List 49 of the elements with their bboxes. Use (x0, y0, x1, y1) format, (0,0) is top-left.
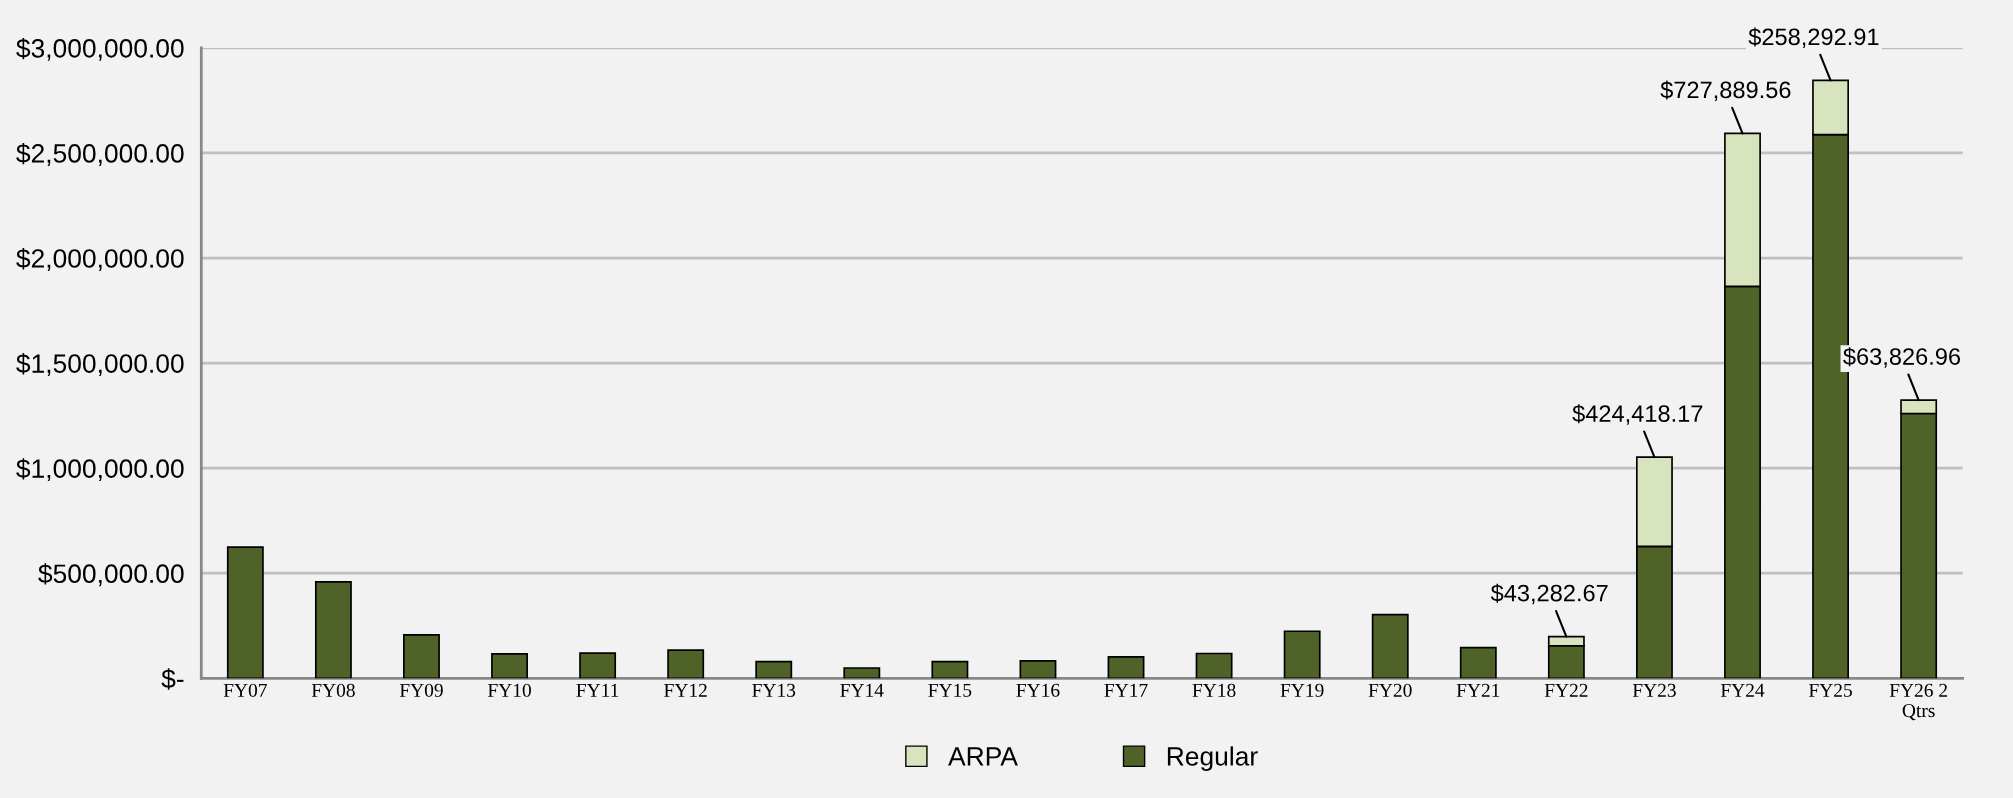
x-tick-label: FY09 (399, 683, 443, 697)
bar (755, 660, 793, 679)
data-label: $727,889.56 (1660, 80, 1791, 101)
data-label: $424,418.17 (1572, 404, 1703, 425)
data-label: $258,292.91 (1748, 27, 1879, 48)
bar (1019, 660, 1057, 679)
x-tick-label: FY18 (1192, 683, 1236, 697)
y-tick-label: $2,500,000.00 (16, 142, 184, 166)
bar (843, 667, 881, 679)
x-tick-label: FY12 (664, 683, 707, 697)
bar (491, 653, 528, 679)
bar (226, 546, 264, 679)
x-tick-label: FY23 (1632, 683, 1676, 697)
y-tick-label: $3,000,000.00 (16, 37, 184, 61)
bar (579, 652, 617, 679)
data-label: $63,826.96 (1843, 347, 1961, 368)
x-tick-label: FY16 (1016, 683, 1060, 697)
x-tick-label: FY15 (928, 683, 972, 697)
x-tick-label: FY17 (1104, 683, 1148, 697)
x-tick-label: FY07 (223, 683, 267, 697)
bar (667, 649, 705, 679)
bar (403, 633, 440, 679)
x-tick-label: FY21 (1456, 683, 1500, 697)
bar (1371, 613, 1409, 679)
x-tick-label: FY19 (1280, 683, 1324, 697)
data-label: $43,282.67 (1490, 583, 1608, 605)
bar (1107, 656, 1145, 679)
x-tick-label: FY13 (752, 683, 796, 697)
y-tick-label: $1,000,000.00 (16, 458, 184, 482)
y-tick-label: $2,000,000.00 (16, 248, 184, 271)
y-tick-label: $1,500,000.00 (16, 353, 184, 377)
bar (1283, 630, 1321, 679)
x-tick-label: FY26 2 Qtrs (1889, 683, 1948, 721)
x-tick-label: FY24 (1720, 683, 1765, 697)
legend-label: ARPA (948, 747, 1018, 766)
x-tick-label: FY11 (576, 683, 619, 697)
legend-label: Regular (1167, 746, 1258, 771)
bar (1459, 646, 1497, 679)
x-tick-label: FY14 (840, 683, 884, 697)
bar (314, 581, 352, 679)
bar (1195, 652, 1233, 679)
x-tick-label: FY10 (487, 683, 531, 697)
x-tick-label: FY20 (1368, 683, 1412, 697)
y-tick-label: $- (161, 668, 184, 690)
y-tick-label: $500,000.00 (38, 563, 184, 587)
x-tick-label: FY22 (1544, 683, 1588, 697)
bar (931, 660, 969, 679)
x-tick-label: FY08 (311, 683, 355, 697)
x-tick-label: FY25 (1808, 683, 1852, 697)
